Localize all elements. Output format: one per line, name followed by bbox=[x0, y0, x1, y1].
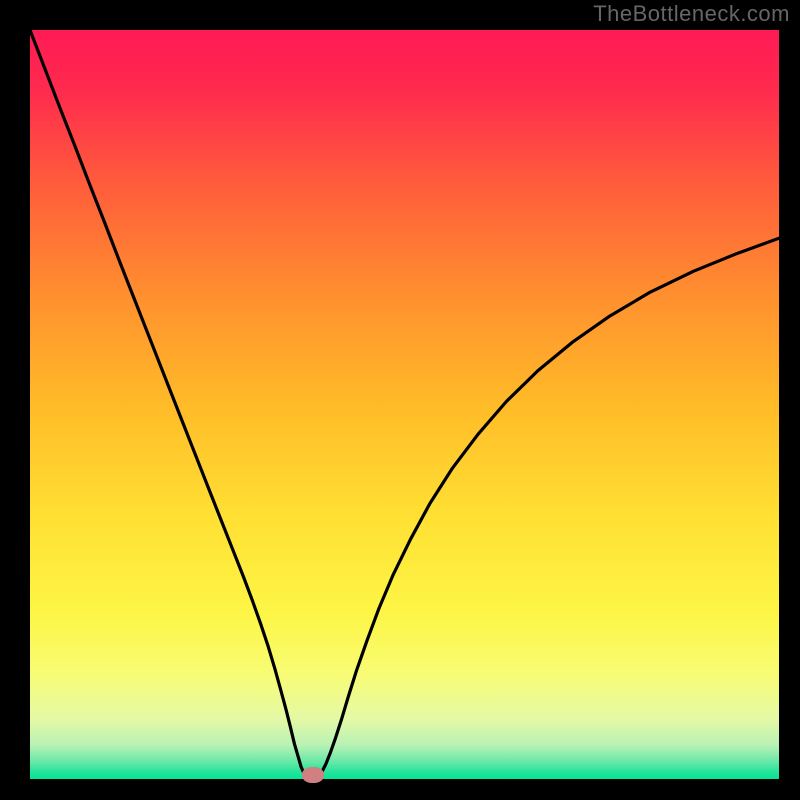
watermark-text: TheBottleneck.com bbox=[593, 1, 790, 27]
optimal-point-marker bbox=[302, 767, 324, 783]
chart-frame: TheBottleneck.com bbox=[0, 0, 800, 800]
bottleneck-curve bbox=[30, 30, 779, 779]
plot-area bbox=[30, 30, 779, 779]
